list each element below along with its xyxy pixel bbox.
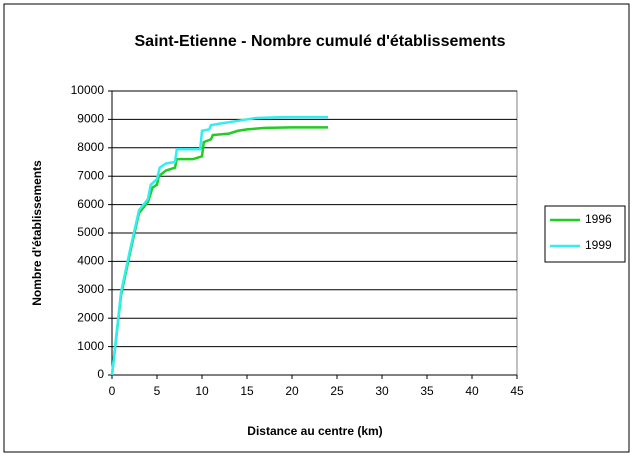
x-tick-label: 30 bbox=[375, 384, 389, 398]
legend-label: 1996 bbox=[585, 212, 612, 226]
x-tick-label: 25 bbox=[330, 384, 344, 398]
y-tick-label: 3000 bbox=[77, 282, 104, 296]
y-tick-label: 1000 bbox=[77, 339, 104, 353]
x-tick-label: 10 bbox=[195, 384, 209, 398]
y-tick-label: 10000 bbox=[71, 83, 105, 97]
data-line bbox=[110, 115, 328, 376]
y-tick-label: 8000 bbox=[77, 140, 104, 154]
x-tick-label: 45 bbox=[510, 384, 524, 398]
y-tick-label: 9000 bbox=[77, 112, 104, 126]
x-tick-label: 40 bbox=[465, 384, 479, 398]
y-tick-label: 7000 bbox=[77, 168, 104, 182]
y-tick-label: 2000 bbox=[77, 310, 104, 324]
chart-title: Saint-Etienne - Nombre cumulé d'établiss… bbox=[135, 33, 506, 50]
legend-label: 1999 bbox=[585, 238, 612, 252]
x-tick-label: 0 bbox=[109, 384, 116, 398]
x-tick-label: 5 bbox=[154, 384, 161, 398]
x-axis-label: Distance au centre (km) bbox=[247, 424, 382, 438]
x-tick-label: 20 bbox=[285, 384, 299, 398]
y-tick-label: 4000 bbox=[77, 254, 104, 268]
legend-box bbox=[544, 205, 626, 263]
y-axis-label: Nombre d'établissements bbox=[30, 160, 44, 306]
x-tick-label: 35 bbox=[420, 384, 434, 398]
data-line bbox=[110, 126, 328, 376]
y-tick-label: 6000 bbox=[77, 197, 104, 211]
y-tick-label: 5000 bbox=[77, 225, 104, 239]
y-tick-label: 0 bbox=[97, 367, 104, 381]
x-tick-label: 15 bbox=[240, 384, 254, 398]
